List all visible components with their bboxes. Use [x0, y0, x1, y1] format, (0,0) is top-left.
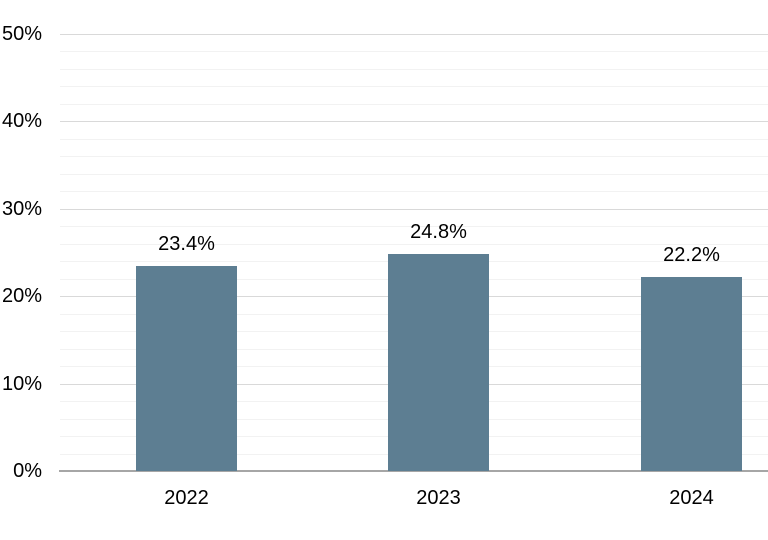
y-axis-tick-label: 0% — [13, 460, 42, 482]
bar-2023 — [388, 254, 489, 471]
minor-gridline — [60, 139, 768, 140]
bar-value-label: 22.2% — [663, 244, 720, 266]
x-axis-category-label: 2024 — [669, 487, 714, 509]
bar-value-label: 24.8% — [410, 221, 467, 243]
y-axis-tick-label: 50% — [1, 23, 42, 45]
bar-2022 — [136, 266, 237, 471]
x-axis-category-label: 2023 — [416, 487, 461, 509]
minor-gridline — [60, 69, 768, 70]
x-axis-category-label: 2022 — [164, 487, 209, 509]
minor-gridline — [60, 191, 768, 192]
major-gridline — [60, 34, 768, 35]
minor-gridline — [60, 86, 768, 87]
major-gridline — [60, 121, 768, 122]
y-axis-tick-label: 40% — [1, 110, 42, 132]
y-axis-tick-label: 20% — [1, 285, 42, 307]
x-axis-line — [59, 470, 768, 472]
bar-2024 — [641, 277, 742, 471]
minor-gridline — [60, 51, 768, 52]
y-axis-tick-label: 10% — [1, 373, 42, 395]
bar-value-label: 23.4% — [158, 233, 215, 255]
minor-gridline — [60, 244, 768, 245]
minor-gridline — [60, 104, 768, 105]
minor-gridline — [60, 226, 768, 227]
minor-gridline — [60, 156, 768, 157]
y-axis-tick-label: 30% — [1, 198, 42, 220]
major-gridline — [60, 209, 768, 210]
minor-gridline — [60, 174, 768, 175]
